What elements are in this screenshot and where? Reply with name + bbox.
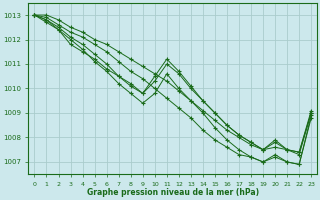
X-axis label: Graphe pression niveau de la mer (hPa): Graphe pression niveau de la mer (hPa) [87,188,259,197]
